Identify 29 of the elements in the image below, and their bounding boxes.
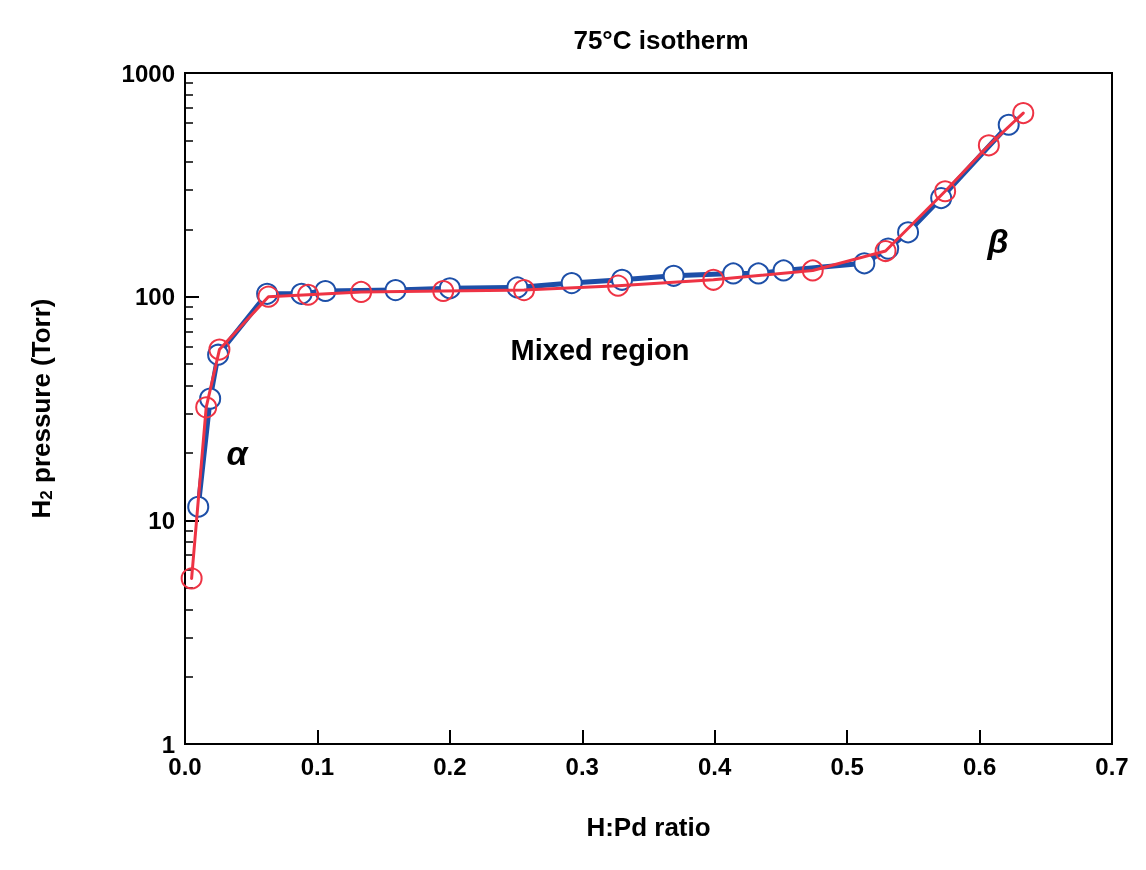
x-tick-label: 0.6 bbox=[962, 752, 997, 780]
x-tick-label: 0.5 bbox=[830, 752, 864, 780]
y-tick-label: 1000 bbox=[121, 59, 175, 87]
y-tick-label: 100 bbox=[134, 283, 175, 311]
point bbox=[297, 283, 320, 306]
annotation: α bbox=[226, 434, 250, 472]
point bbox=[934, 180, 957, 203]
point bbox=[607, 274, 630, 297]
point bbox=[702, 268, 725, 291]
chart-title: 75°C isotherm bbox=[573, 25, 749, 55]
point bbox=[513, 279, 536, 302]
x-tick-label: 0.1 bbox=[300, 752, 335, 780]
y-axis-title: H2 pressure (Torr) bbox=[25, 298, 56, 519]
point bbox=[432, 280, 455, 302]
point bbox=[208, 338, 231, 361]
x-tick-label: 0.7 bbox=[1095, 752, 1129, 780]
x-tick-label: 0.2 bbox=[433, 752, 467, 780]
x-tick-label: 0.3 bbox=[565, 752, 599, 780]
y-tick-label: 10 bbox=[148, 506, 175, 534]
annotation: β bbox=[986, 222, 1009, 260]
point bbox=[1012, 102, 1035, 125]
point bbox=[801, 259, 824, 282]
point bbox=[195, 396, 218, 419]
point bbox=[350, 280, 373, 303]
point bbox=[180, 567, 203, 590]
x-axis-title: H:Pd ratio bbox=[586, 812, 711, 842]
annotation: Mixed region bbox=[510, 334, 690, 366]
x-tick-label: 0.4 bbox=[698, 752, 733, 780]
point bbox=[977, 134, 1000, 157]
